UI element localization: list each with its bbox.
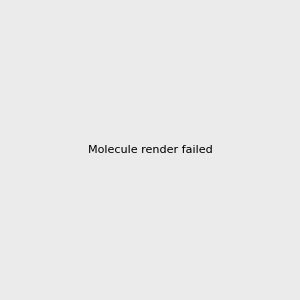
Text: Molecule render failed: Molecule render failed [88, 145, 212, 155]
